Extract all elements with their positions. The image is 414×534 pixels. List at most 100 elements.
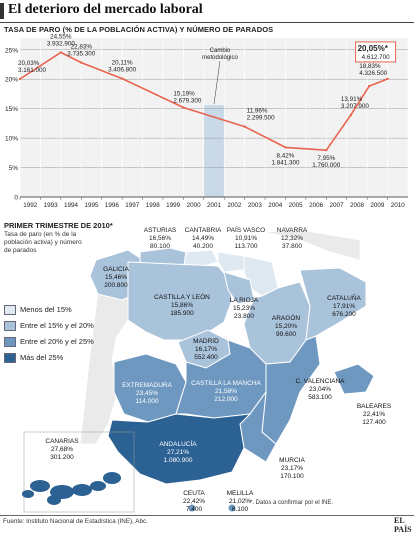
x-tick-label: 2005	[289, 202, 304, 209]
legend-swatch	[4, 352, 16, 363]
x-tick-label: 2003	[248, 202, 263, 209]
x-tick-label: 1997	[125, 202, 140, 209]
region-rate: 15,23%	[233, 305, 255, 312]
region-count: 99.600	[276, 331, 296, 338]
canarias-island	[90, 481, 106, 491]
title-divider	[0, 22, 414, 23]
region-count: 552.400	[194, 354, 218, 361]
legend-label: Entre el 15% y el 20%	[20, 321, 94, 330]
region-name: ASTURIAS	[144, 227, 177, 234]
x-tick-label: 2010	[391, 202, 406, 209]
highlight-box	[355, 41, 397, 63]
region-rate: 23,17%	[281, 465, 303, 472]
region-rate: 22,41%	[363, 411, 385, 418]
legend-label: Más del 25%	[20, 353, 64, 362]
y-tick-label: 20%	[5, 77, 18, 84]
x-tick-label: 1992	[23, 202, 38, 209]
data-label-count: 3.932.900	[47, 40, 76, 47]
line-chart-title: TASA DE PARO (% DE LA POBLACIÓN ACTIVA) …	[4, 25, 274, 34]
y-tick-label: 5%	[9, 165, 19, 172]
region-name: CANTABRIA	[185, 227, 222, 234]
data-point	[325, 148, 328, 152]
map-note: Tasa de paro (en % de la población activ…	[4, 231, 82, 254]
region-count: 170.100	[280, 473, 304, 480]
data-label: 24,55%	[50, 33, 72, 40]
page-title: El deterioro del mercado laboral	[8, 2, 203, 17]
data-label: 18,83%	[359, 63, 381, 70]
data-point	[120, 77, 124, 80]
y-tick-label: 25%	[5, 47, 18, 54]
map-title: PRIMER TRIMESTRE DE 2010*	[4, 221, 113, 230]
canarias-island	[72, 484, 92, 496]
region-count: 212.000	[214, 396, 238, 403]
data-label-count: 3.406.800	[108, 67, 137, 74]
region-rate: 16,17%	[195, 346, 217, 353]
x-tick-label: 2001	[207, 202, 222, 209]
data-label-count: 3.161.000	[18, 67, 47, 74]
region-shape	[217, 251, 245, 273]
region-name: PAÍS VASCO	[227, 225, 265, 234]
source-text: Fuente: Instituto Nacional de Estadístic…	[3, 518, 148, 525]
x-tick-label: 1994	[64, 202, 79, 209]
x-tick-label: 1993	[44, 202, 59, 209]
data-label: 15,19%	[173, 91, 195, 98]
data-label: 20,05%*	[358, 44, 389, 53]
ceuta-shape	[188, 504, 196, 512]
region-count: 301.200	[50, 454, 74, 461]
data-label: 13,91%	[341, 96, 363, 103]
region-name: LA RIOJA	[230, 297, 259, 304]
region-rate: 12,32%	[281, 235, 303, 242]
region-count: 114.000	[135, 398, 158, 405]
data-label-count: 4.326.500	[359, 70, 388, 77]
annotation-label: Cambio	[210, 48, 231, 54]
region-shape	[107, 413, 252, 485]
region-count: 80.100	[150, 243, 170, 250]
y-tick-label: 10%	[5, 136, 18, 143]
region-rate: 22,42%	[183, 498, 205, 505]
region-rate: 14,49%	[192, 235, 214, 242]
canarias-inset	[23, 431, 135, 513]
unemployment-line-chart: 0 5% 10% 15% 20% 25% 1992 1993 1994 1995 1996 1997 1…	[5, 33, 409, 209]
legend-label: Entre el 20% y el 25%	[20, 337, 94, 346]
data-label: 22,83%	[71, 44, 93, 51]
data-point	[182, 106, 185, 109]
x-tick-label: 2009	[370, 202, 385, 209]
region-name: MELILLA	[227, 490, 254, 497]
region-name: GALICIA	[103, 266, 129, 273]
region-rate: 21,02%	[229, 498, 251, 505]
data-label: 20,11%	[112, 60, 133, 67]
region-name: CANARIAS	[45, 438, 79, 445]
data-label: 11,96%	[247, 108, 268, 115]
y-tick-label: 15%	[5, 106, 18, 113]
data-label-count: 2.299.500	[247, 115, 276, 122]
region-shape	[183, 249, 219, 269]
data-label-count: 3.735.300	[67, 51, 96, 58]
data-label-count: 3.207.900	[341, 103, 370, 110]
region-rate: 15,46%	[105, 274, 127, 281]
x-tick-label: 1996	[105, 202, 120, 209]
region-name: MADRID	[193, 338, 219, 345]
region-name: BALEARES	[357, 403, 392, 410]
canarias-island	[30, 480, 50, 492]
region-count: 1.080.900	[164, 457, 193, 464]
data-label: 20,03%	[18, 60, 40, 67]
title-bar: El deterioro del mercado laboral	[0, 0, 414, 22]
legend-label: Menos del 15%	[20, 305, 72, 314]
legend-item: Más del 25%	[4, 351, 94, 364]
x-tick-label: 2008	[350, 202, 365, 209]
legend-swatch	[4, 336, 16, 347]
x-tick-label: 2007	[330, 202, 345, 209]
data-point	[243, 125, 246, 128]
canarias-island	[47, 495, 61, 505]
region-name: CATALUÑA	[327, 293, 361, 302]
data-point	[59, 51, 63, 54]
region-rate: 27,21%	[167, 449, 189, 456]
region-count: 583.100	[308, 394, 332, 401]
data-point	[18, 77, 22, 81]
region-rate: 16,56%	[149, 235, 171, 242]
data-point	[349, 113, 353, 117]
data-label-count: 4.612.700	[362, 54, 391, 61]
region-name: ANDALUCÍA	[159, 439, 197, 448]
legend-item: Menos del 15%	[4, 303, 94, 316]
region-count: 6.100	[232, 506, 249, 513]
